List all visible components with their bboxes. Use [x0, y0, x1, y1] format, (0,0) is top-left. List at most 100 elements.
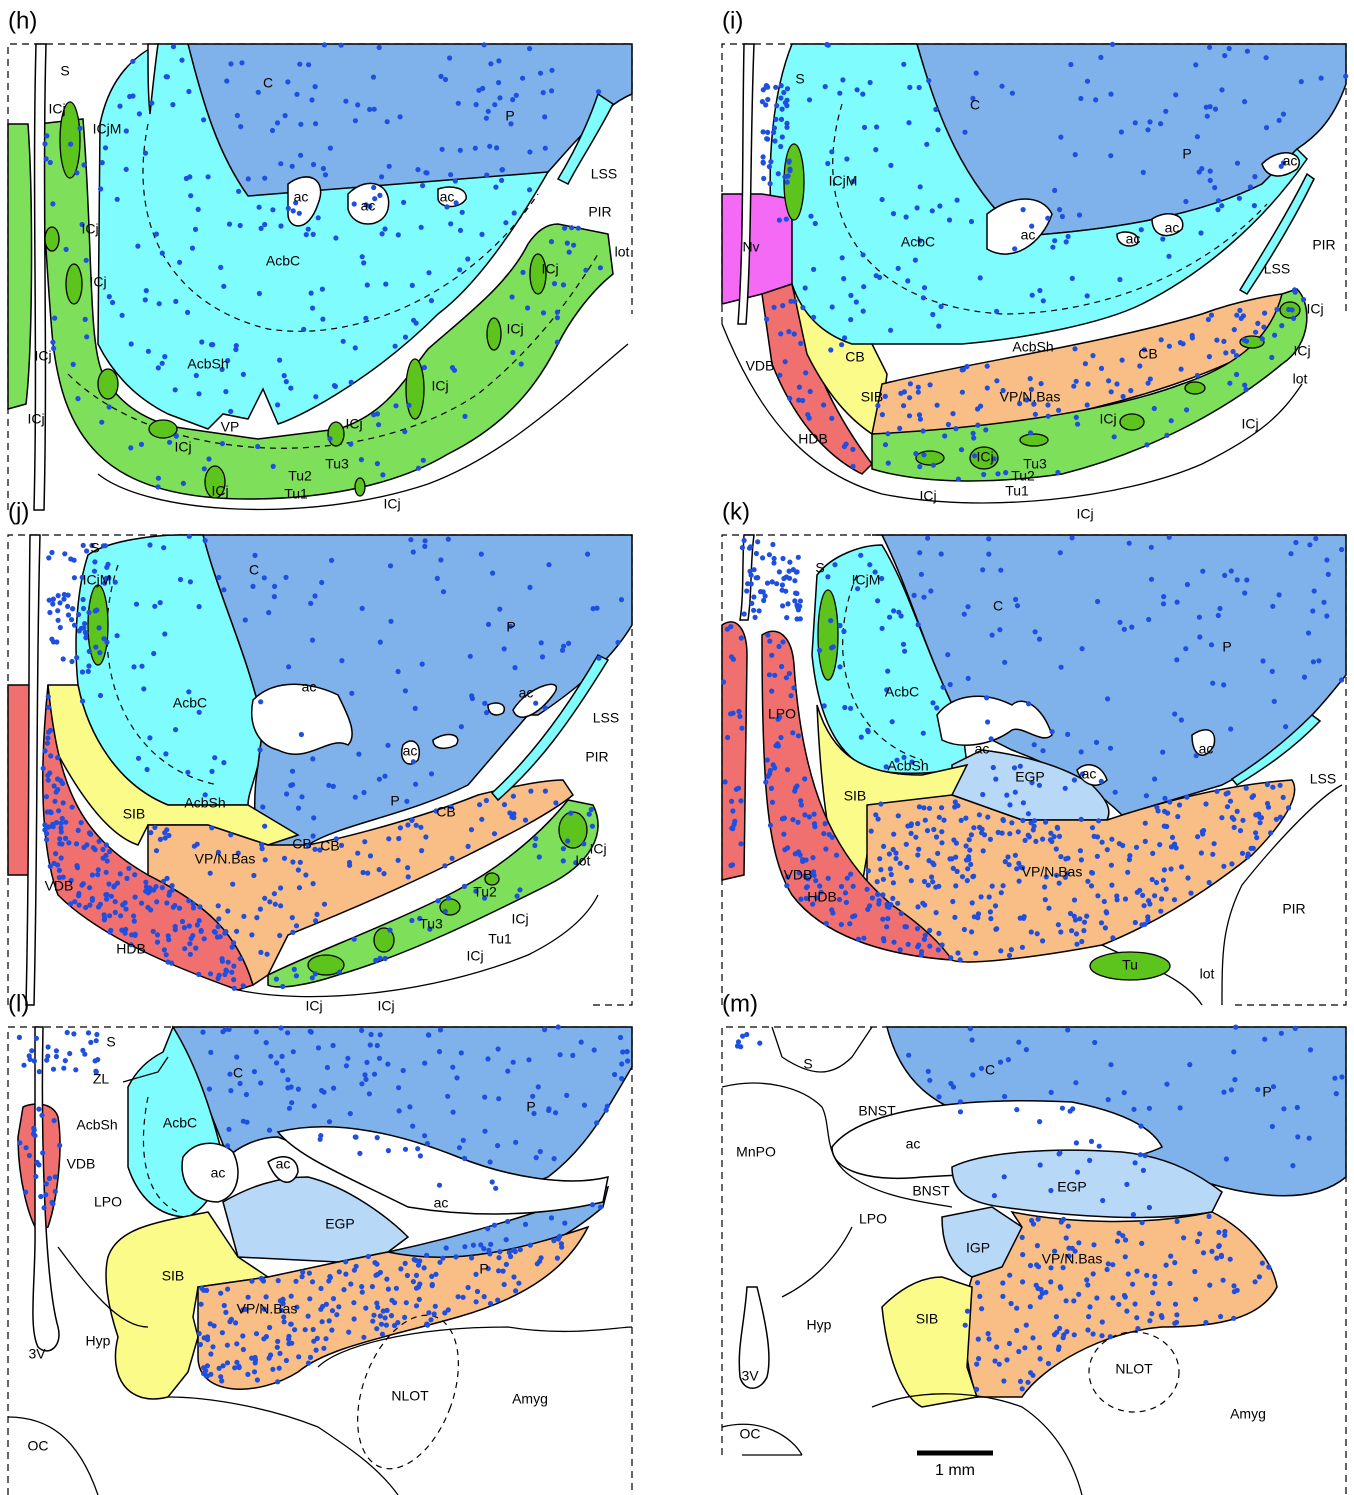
cell-dot	[867, 562, 872, 567]
cell-dot	[516, 1281, 521, 1286]
cell-dot	[428, 1317, 433, 1322]
cell-dot	[1168, 1254, 1173, 1259]
cell-dot	[1082, 920, 1087, 925]
cell-dot	[1145, 918, 1150, 923]
cell-dot	[61, 800, 66, 805]
cell-dot	[1148, 376, 1153, 381]
cell-dot	[901, 642, 906, 647]
cell-dot	[293, 1279, 298, 1284]
region-label: ICj	[174, 439, 191, 455]
cell-dot	[234, 929, 239, 934]
cell-dot	[1210, 681, 1215, 686]
region-label: VDB	[45, 878, 74, 894]
cell-dot	[385, 1062, 390, 1067]
cell-dot	[542, 114, 547, 119]
cell-dot	[877, 856, 882, 861]
cell-dot	[1190, 335, 1195, 340]
cell-dot	[253, 1355, 258, 1360]
cell-dot	[921, 428, 926, 433]
cell-dot	[186, 689, 191, 694]
cell-dot	[233, 347, 238, 352]
cell-dot	[371, 185, 376, 190]
cell-dot	[173, 387, 178, 392]
cell-dot	[380, 231, 385, 236]
cell-dot	[1110, 935, 1115, 940]
cell-dot	[1264, 125, 1269, 130]
cell-dot	[1058, 1284, 1063, 1289]
cell-dot	[459, 724, 464, 729]
cell-dot	[57, 836, 62, 841]
cell-dot	[177, 906, 182, 911]
cell-dot	[396, 1085, 401, 1090]
cell-dot	[364, 1060, 369, 1065]
cell-dot	[1099, 920, 1104, 925]
cell-dot	[378, 1032, 383, 1037]
cell-dot	[56, 593, 61, 598]
cell-dot	[955, 869, 960, 874]
cell-dot	[365, 871, 370, 876]
region-label: S	[803, 1056, 812, 1072]
cell-dot	[502, 802, 507, 807]
cell-dot	[555, 310, 560, 315]
cell-dot	[77, 903, 82, 908]
cell-dot	[1048, 1188, 1053, 1193]
cell-dot	[65, 1030, 70, 1035]
cell-dot	[240, 1333, 245, 1338]
cell-dot	[909, 831, 914, 836]
region-label: ICj	[589, 841, 606, 857]
cell-dot	[411, 549, 416, 554]
cell-dot	[1129, 625, 1134, 630]
cell-dot	[561, 644, 566, 649]
cell-dot	[939, 829, 944, 834]
cell-dot	[772, 673, 777, 678]
cell-dot	[131, 664, 136, 669]
cell-dot	[1016, 861, 1021, 866]
cell-dot	[453, 178, 458, 183]
cell-dot	[901, 62, 906, 67]
cell-dot	[410, 1124, 415, 1129]
cell-dot	[59, 829, 64, 834]
cell-dot	[919, 949, 924, 954]
cell-dot	[881, 844, 886, 849]
cell-dot	[321, 166, 326, 171]
cell-dot	[38, 1194, 43, 1199]
cell-dot	[362, 839, 367, 844]
cell-dot	[549, 88, 554, 93]
cell-dot	[1244, 786, 1249, 791]
cell-dot	[1004, 793, 1009, 798]
cell-dot	[280, 984, 285, 989]
cell-dot	[286, 206, 291, 211]
cell-dot	[1037, 637, 1042, 642]
cell-dot	[986, 536, 991, 541]
cell-dot	[385, 119, 390, 124]
cell-dot	[235, 113, 240, 118]
cell-dot	[1093, 97, 1098, 102]
cell-dot	[1234, 353, 1239, 358]
cell-dot	[916, 847, 921, 852]
cell-dot	[970, 900, 975, 905]
cell-dot	[139, 901, 144, 906]
cell-dot	[497, 1249, 502, 1254]
cell-dot	[250, 584, 255, 589]
cell-dot	[368, 853, 373, 858]
cell-dot	[289, 1322, 294, 1327]
cell-dot	[1001, 1378, 1006, 1383]
cell-dot	[1160, 236, 1165, 241]
cell-dot	[90, 896, 95, 901]
cell-dot	[44, 831, 49, 836]
cell-dot	[278, 161, 283, 166]
cell-dot	[450, 1065, 455, 1070]
cell-dot	[519, 361, 524, 366]
cell-dot	[485, 1226, 490, 1231]
region-label: P	[479, 1261, 488, 1277]
cell-dot	[1286, 307, 1291, 312]
cell-dot	[487, 144, 492, 149]
cell-dot	[139, 664, 144, 669]
cell-dot	[486, 622, 491, 627]
cell-dot	[1269, 355, 1274, 360]
cell-dot	[377, 777, 382, 782]
cell-dot	[1163, 109, 1168, 114]
cell-dot	[1244, 387, 1249, 392]
cell-dot	[405, 1273, 410, 1278]
cell-dot	[384, 1277, 389, 1282]
